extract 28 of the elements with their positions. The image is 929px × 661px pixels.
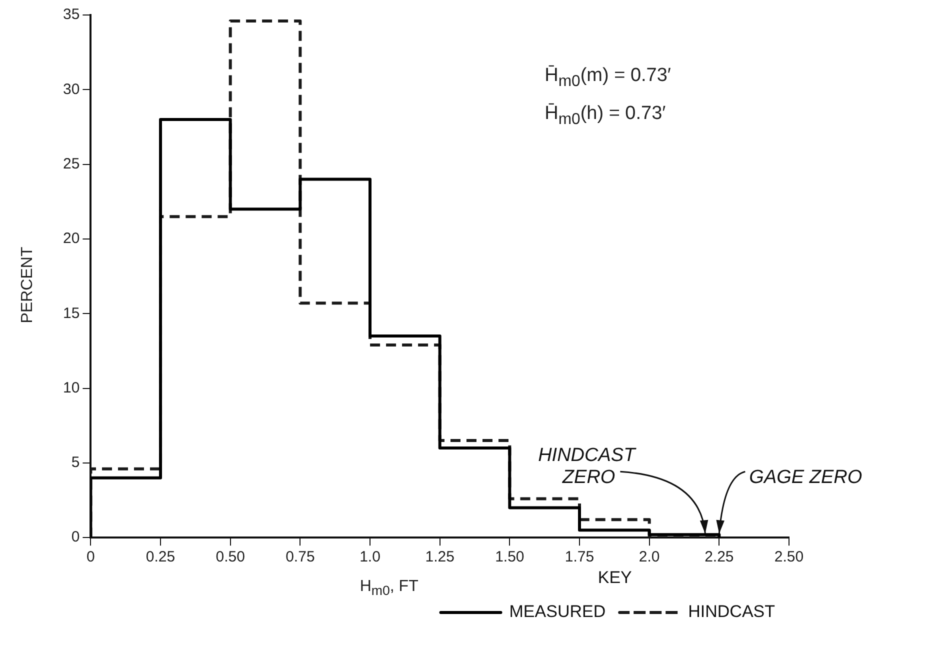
x-tick-label: 2.0 [638, 548, 660, 566]
y-axis-title: PERCENT [19, 247, 38, 324]
y-tick-label: 5 [71, 454, 80, 472]
x-tick-label: 2.50 [774, 548, 804, 566]
y-tick-label: 15 [62, 304, 80, 322]
annotation: H̄$_{m0}$(h) = 0.73′ [544, 103, 666, 129]
annotation: GAGE ZERO [749, 466, 862, 488]
x-tick-label: 0.25 [146, 548, 176, 566]
legend-title: KEY [598, 568, 632, 587]
y-tick-label: 10 [62, 379, 80, 396]
x-axis-title: H$_{m0}$, FT [360, 578, 418, 598]
x-tick-label: 1.50 [495, 548, 524, 566]
x-tick-label: 1.25 [425, 548, 454, 566]
y-tick-label: 0 [71, 528, 80, 546]
annotation: H̄$_{m0}$(m) = 0.73′ [544, 65, 671, 91]
y-tick-label: 35 [62, 6, 80, 24]
y-tick-label: 25 [62, 155, 80, 172]
y-tick-label: 20 [62, 230, 80, 248]
annotation: HINDCAST ZERO [538, 444, 637, 488]
x-tick-label: 0.75 [286, 548, 315, 566]
x-tick-label: 0 [86, 548, 95, 566]
x-tick-label: 2.25 [704, 548, 734, 566]
x-tick-label: 1.75 [564, 548, 594, 566]
legend-label: HINDCAST [688, 602, 776, 622]
x-tick-label: 0.50 [216, 548, 245, 566]
y-tick-label: 30 [62, 80, 80, 98]
x-tick-label: 1.0 [360, 548, 380, 566]
legend-label: MEASURED [509, 602, 606, 622]
